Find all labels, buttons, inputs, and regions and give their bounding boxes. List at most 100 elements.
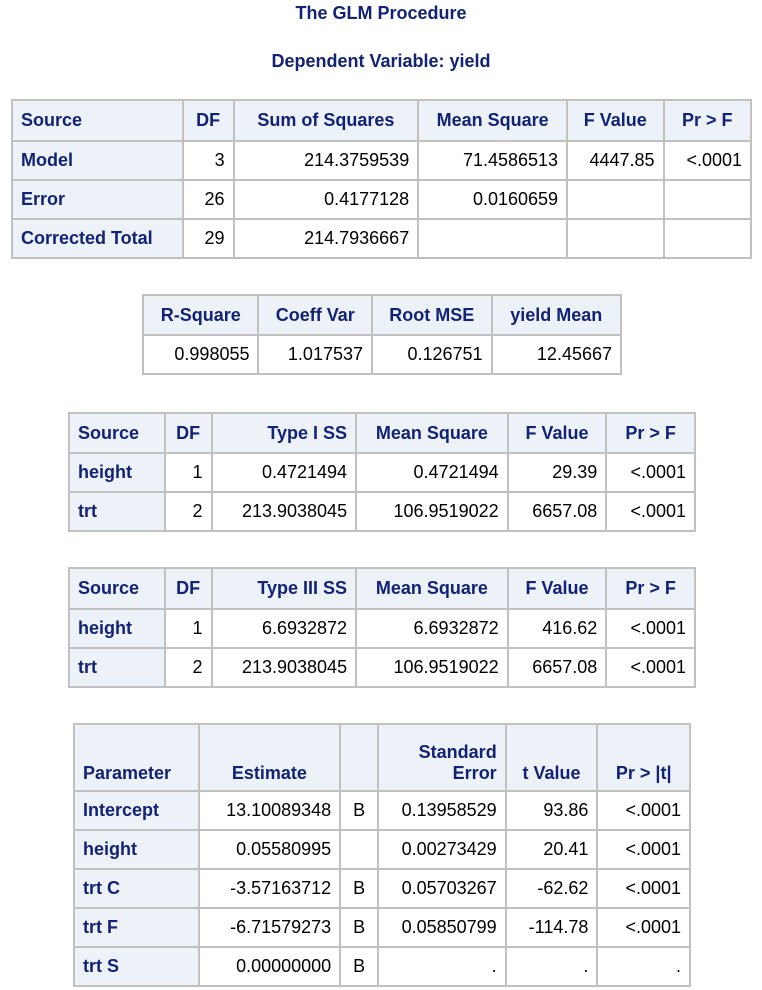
procedure-title: The GLM Procedure [295,3,467,23]
table-cell: B [339,868,380,909]
table-cell: <.0001 [605,491,696,532]
column-header: Type I SS [210,412,358,454]
table-cell: <.0001 [605,608,696,649]
row-header: trt [68,491,166,532]
table-cell: <.0001 [596,790,691,831]
table-cell: 0.126751 [371,334,493,375]
column-header: Pr > F [605,412,696,454]
column-header: Estimate [197,723,342,792]
table-cell: 0.05580995 [197,829,342,870]
row-header: Intercept [73,790,200,831]
column-header: Parameter [73,723,200,792]
row-header: trt S [73,946,200,987]
column-header: DF [163,412,213,454]
table-cell: 416.62 [506,608,608,649]
table-header-row: R-Square Coeff Var Root MSE yield Mean [141,294,623,336]
fit-statistics-table: R-Square Coeff Var Root MSE yield Mean 0… [141,294,623,375]
table-cell [566,218,665,259]
table-cell: . [377,946,507,987]
table-cell: 214.3759539 [232,140,420,181]
column-header: Mean Square [355,412,509,454]
column-header-line: Standard [418,742,497,762]
table-cell: 29 [181,218,235,259]
column-header: t Value [504,723,599,792]
table-cell: 1 [163,452,213,493]
column-header: F Value [566,99,665,142]
table-cell: 0.0160659 [417,179,569,220]
table-cell: 6657.08 [506,647,608,688]
column-header: Pr > |t| [596,723,691,792]
table-cell: B [339,946,380,987]
table-cell: 0.4177128 [232,179,420,220]
column-header: Pr > F [662,99,753,142]
table-cell: 6657.08 [506,491,608,532]
column-header: Mean Square [355,567,509,610]
table-cell: 26 [181,179,235,220]
table-cell: 106.9519022 [355,647,509,688]
table-row: trt 2 213.9038045 106.9519022 6657.08 <.… [68,491,696,532]
table-row: trt F -6.71579273 B 0.05850799 -114.78 <… [73,907,691,948]
column-header-standard-error: Standard Error [377,723,507,792]
table-cell: <.0001 [596,868,691,909]
column-header: Root MSE [371,294,493,336]
table-cell: B [339,790,380,831]
table-cell: -114.78 [504,907,599,948]
column-header: Source [68,567,166,610]
column-header: yield Mean [490,294,623,336]
table-cell: 71.4586513 [417,140,569,181]
table-row: Corrected Total 29 214.7936667 [11,218,753,259]
table-header-row: Source DF Type I SS Mean Square F Value … [68,412,696,454]
table-cell: 106.9519022 [355,491,509,532]
column-header: Sum of Squares [232,99,420,142]
table-header-row: Source DF Sum of Squares Mean Square F V… [11,99,753,142]
table-row: Intercept 13.10089348 B 0.13958529 93.86… [73,790,691,831]
column-header: Source [68,412,166,454]
column-header: Coeff Var [257,294,373,336]
row-header: Corrected Total [11,218,184,259]
dependent-variable-heading: Dependent Variable: yield [271,51,491,71]
table-cell: <.0001 [605,452,696,493]
table-cell: 0.00273429 [377,829,507,870]
table-row: trt S 0.00000000 B . . . [73,946,691,987]
table-cell: 1 [163,608,213,649]
table-cell: <.0001 [596,907,691,948]
table-cell: 4447.85 [566,140,665,181]
table-cell: 0.00000000 [197,946,342,987]
row-header: trt C [73,868,200,909]
table-cell: . [504,946,599,987]
table-cell [339,829,380,870]
table-cell: 3 [181,140,235,181]
row-header: trt F [73,907,200,948]
table-cell: 1.017537 [257,334,373,375]
table-row: height 1 6.6932872 6.6932872 416.62 <.00… [68,608,696,649]
table-cell: 0.13958529 [377,790,507,831]
table-cell: 0.05850799 [377,907,507,948]
table-cell: 6.6932872 [355,608,509,649]
table-cell: 2 [163,491,213,532]
table-cell [417,218,569,259]
table-cell [566,179,665,220]
table-cell: 0.4721494 [355,452,509,493]
column-header: F Value [506,412,608,454]
table-cell: <.0001 [596,829,691,870]
table-cell: -62.62 [504,868,599,909]
column-header: F Value [506,567,608,610]
table-cell: 0.05703267 [377,868,507,909]
table-row: Model 3 214.3759539 71.4586513 4447.85 <… [11,140,753,181]
row-header: height [68,608,166,649]
column-header: Mean Square [417,99,569,142]
table-cell: 2 [163,647,213,688]
table-cell: 213.9038045 [210,491,358,532]
table-cell [662,218,753,259]
table-row: Error 26 0.4177128 0.0160659 [11,179,753,220]
row-header: height [68,452,166,493]
column-header: Pr > F [605,567,696,610]
table-cell: <.0001 [605,647,696,688]
table-cell [662,179,753,220]
type3-ss-table: Source DF Type III SS Mean Square F Valu… [68,567,696,688]
table-cell: 214.7936667 [232,218,420,259]
column-header: Source [11,99,184,142]
table-cell: 20.41 [504,829,599,870]
table-cell: 0.998055 [141,334,260,375]
table-header-row: Parameter Estimate Standard Error t Valu… [73,723,691,792]
